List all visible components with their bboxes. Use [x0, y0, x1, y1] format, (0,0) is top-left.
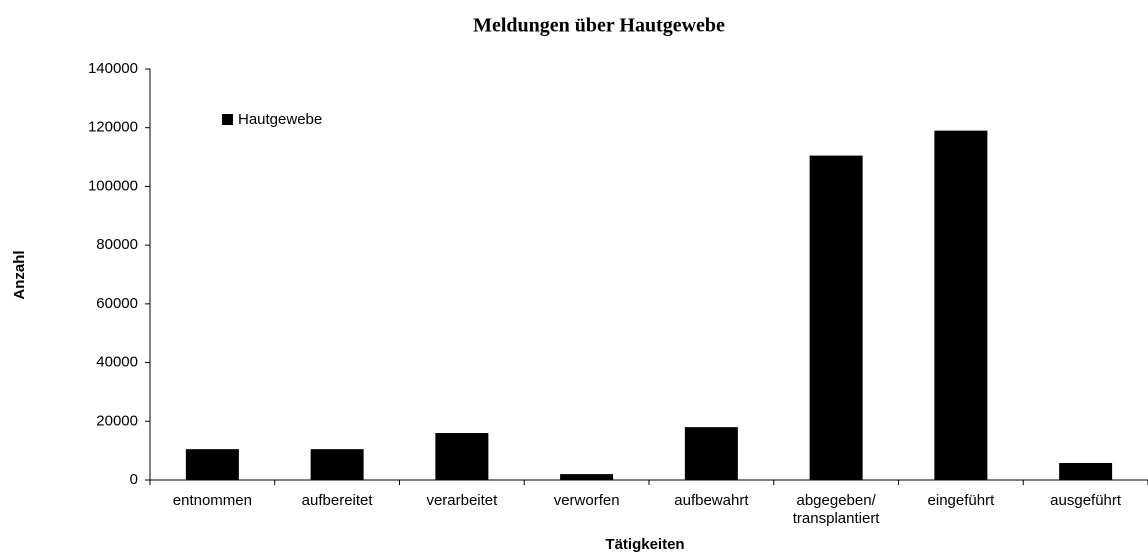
y-tick-label: 140000	[88, 60, 138, 77]
x-tick-label: entnommen	[172, 492, 252, 509]
y-tick-label: 80000	[96, 236, 138, 253]
y-tick-label: 40000	[96, 354, 138, 371]
chart-title: Meldungen über Hautgewebe	[473, 15, 725, 37]
x-axis-label: Tätigkeiten	[605, 536, 684, 553]
x-tick-label: abgegeben/ transplantiert	[792, 492, 880, 527]
x-tick-label: aufbereitet	[301, 492, 373, 509]
bar	[684, 427, 738, 480]
x-tick-label: verarbeitet	[426, 492, 498, 509]
bar	[185, 449, 239, 480]
x-tick-label: aufbewahrt	[674, 492, 749, 509]
bar	[560, 474, 614, 480]
bar	[310, 449, 364, 480]
bar	[934, 130, 988, 480]
x-tick-label: ausgeführt	[1050, 492, 1122, 509]
y-tick-label: 0	[130, 471, 138, 488]
legend-label: Hautgewebe	[238, 111, 322, 128]
y-axis-label: Anzahl	[11, 250, 28, 299]
bar	[435, 433, 489, 480]
y-tick-label: 60000	[96, 295, 138, 312]
y-tick-label: 20000	[96, 412, 138, 429]
bar	[1059, 462, 1113, 480]
y-tick-label: 120000	[88, 119, 138, 136]
bar	[809, 155, 863, 480]
legend-swatch	[222, 114, 233, 125]
x-tick-label: verworfen	[553, 492, 620, 509]
y-tick-label: 100000	[88, 177, 138, 194]
x-tick-label: eingeführt	[927, 492, 995, 509]
